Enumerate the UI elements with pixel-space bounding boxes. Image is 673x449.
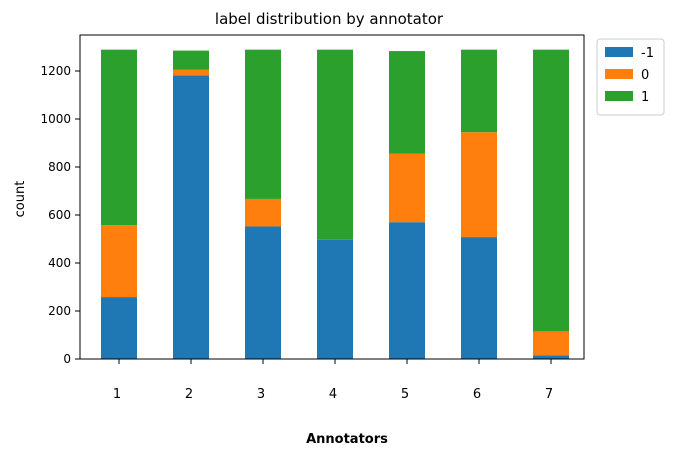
y-tick-label: 600 [48,208,71,222]
chart-title: label distribution by annotator [215,10,444,28]
y-axis-label: count [13,181,28,218]
bar-segment [317,49,353,240]
x-tick-label: 7 [545,387,553,402]
legend-label: 1 [641,90,649,105]
y-tick-label: 800 [48,160,71,174]
legend-swatch [605,91,633,101]
plot-area: 0 200 400 600 800 1000 1200 1 2 3 4 5 6 7 [40,34,585,402]
bar-segment [101,49,137,226]
y-tick-label: 200 [48,304,71,318]
x-tick-label: 2 [185,387,193,402]
x-tick-label: 5 [401,387,409,402]
legend: -1 0 1 [596,38,665,116]
x-tick-label: 3 [257,387,265,402]
bar-segment [245,49,281,199]
bar-segment [389,222,425,359]
x-tick-label: 6 [473,387,481,402]
bar-segment [317,239,353,359]
bar-segment [173,75,209,359]
bar-segment [533,355,569,359]
plot-frame [79,34,585,360]
legend-swatch [605,69,633,79]
x-tick-label: 4 [329,387,337,402]
bar-segment [533,49,569,332]
bar-segment [101,225,137,298]
y-tick-label: 0 [63,352,71,366]
legend-label: -1 [641,46,654,61]
bar-segment [533,331,569,356]
bar-segment [389,51,425,154]
bar-segment [461,49,497,133]
bar-segment [461,132,497,238]
y-tick-label: 400 [48,256,71,270]
legend-label: 0 [641,68,649,83]
bar-segment [245,198,281,227]
x-tick-label: 1 [113,387,121,402]
bar-segment [173,50,209,70]
y-tick-label: 1200 [40,64,71,78]
bar-segment [101,297,137,359]
bar-segment [389,153,425,223]
bar-segment [245,226,281,359]
legend-swatch [605,47,633,57]
bar-segment [173,69,209,76]
x-axis-label: Annotators [306,432,388,447]
bar-segment [461,237,497,359]
y-tick-label: 1000 [40,112,71,126]
